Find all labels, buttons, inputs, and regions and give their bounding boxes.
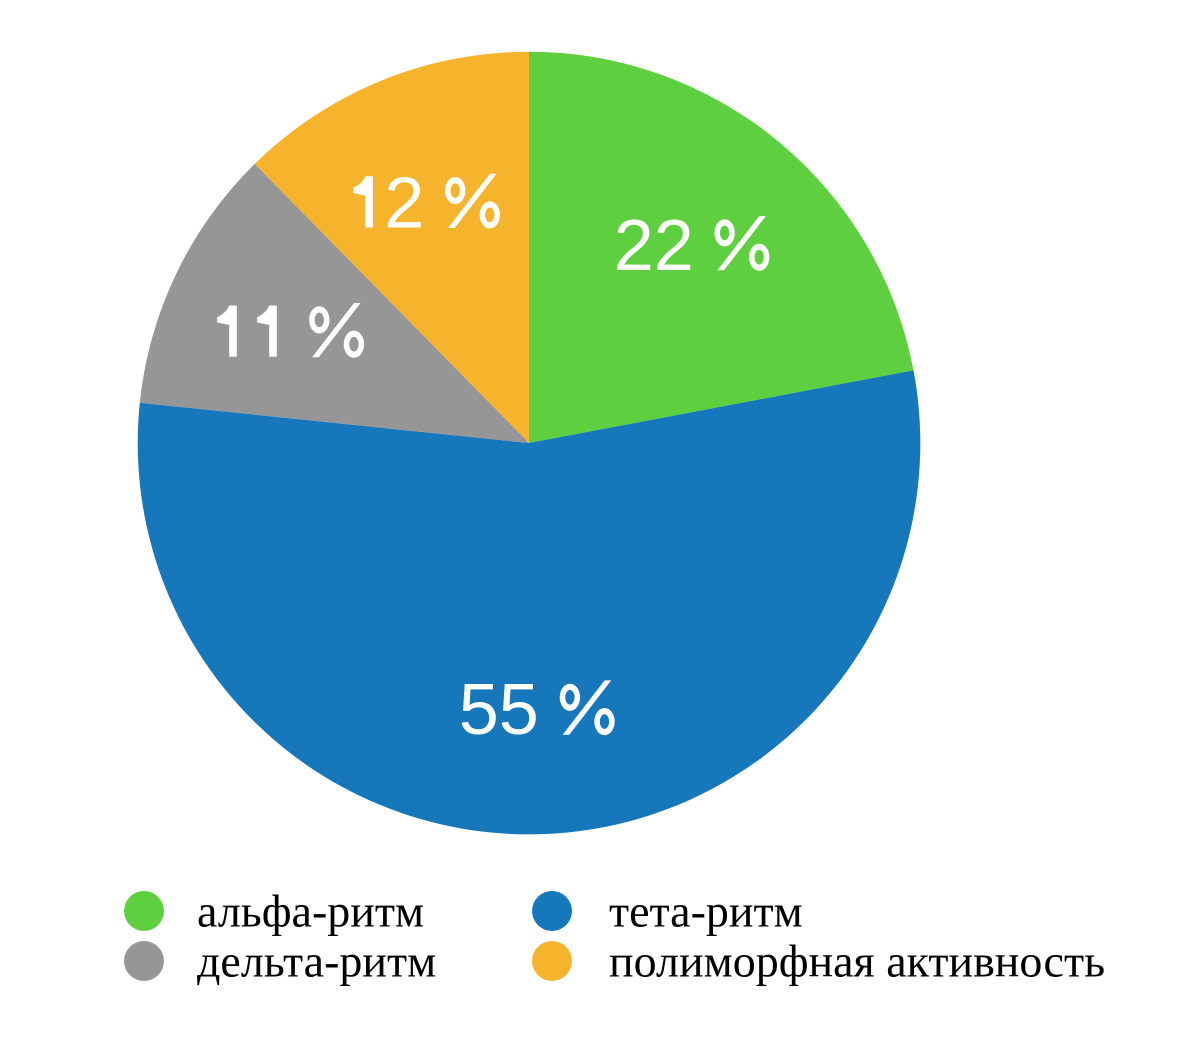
svg-text:полиморфная активность: полиморфная активность	[609, 936, 1105, 987]
svg-text:2: 2	[384, 164, 424, 244]
svg-text:дельта-ритм: дельта-ритм	[197, 936, 436, 987]
svg-text:55: 55	[459, 670, 539, 750]
svg-text:22: 22	[614, 206, 694, 286]
svg-text:альфа-ритм: альфа-ритм	[197, 886, 424, 937]
svg-text:тета-ритм: тета-ритм	[609, 886, 803, 937]
